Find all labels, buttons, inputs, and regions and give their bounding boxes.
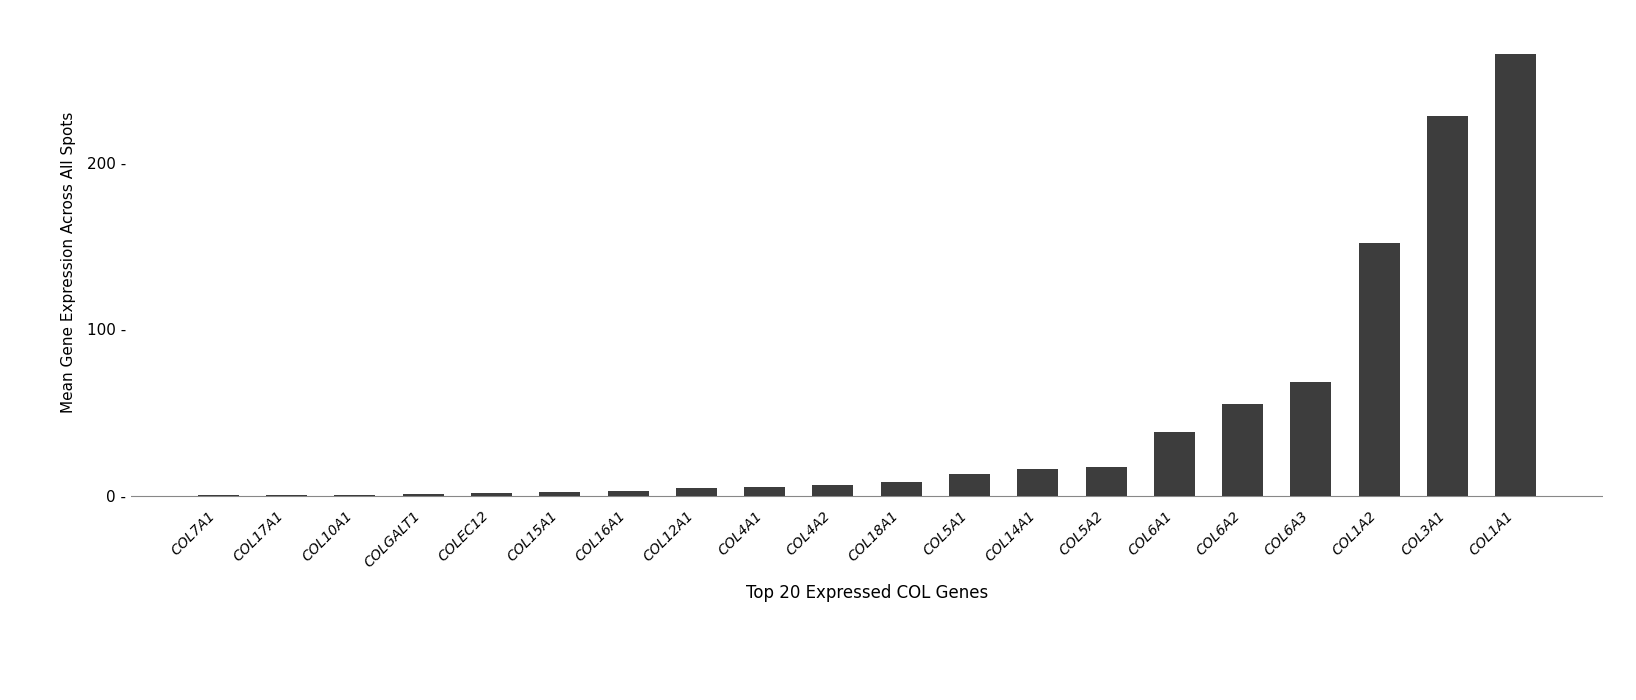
Y-axis label: Mean Gene Expression Across All Spots: Mean Gene Expression Across All Spots <box>61 112 75 413</box>
Bar <box>1018 469 1058 496</box>
Bar <box>949 474 990 496</box>
Bar <box>1427 116 1467 496</box>
Bar <box>676 488 717 496</box>
Bar <box>471 494 512 496</box>
Bar <box>540 491 581 496</box>
X-axis label: Top 20 Expressed COL Genes: Top 20 Expressed COL Genes <box>746 584 988 602</box>
Bar <box>402 494 443 496</box>
Bar <box>1153 433 1194 496</box>
Bar <box>1360 242 1400 496</box>
Bar <box>1222 404 1263 496</box>
Bar <box>813 485 854 496</box>
Bar <box>744 486 785 496</box>
Bar <box>1086 468 1127 496</box>
Bar <box>607 491 648 496</box>
Bar <box>1495 55 1536 496</box>
Bar <box>334 495 375 496</box>
Bar <box>1291 382 1332 496</box>
Bar <box>880 482 921 496</box>
